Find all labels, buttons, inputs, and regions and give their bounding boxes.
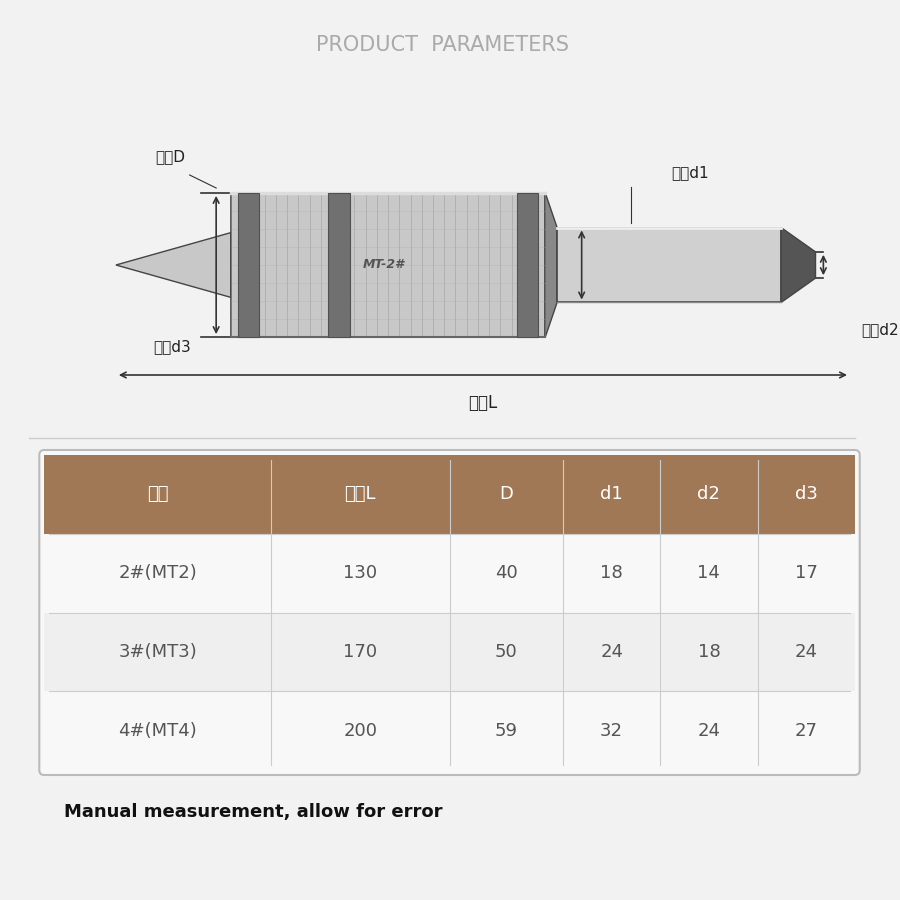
- Text: 直径d3: 直径d3: [153, 339, 191, 355]
- Bar: [231, 193, 545, 337]
- Text: Manual measurement, allow for error: Manual measurement, allow for error: [64, 803, 443, 821]
- Text: 18: 18: [698, 643, 720, 661]
- Text: MT-2#: MT-2#: [363, 258, 404, 272]
- Text: 24: 24: [698, 722, 720, 740]
- Text: 32: 32: [600, 722, 623, 740]
- Text: d3: d3: [795, 485, 817, 503]
- Text: 4#(MT4): 4#(MT4): [118, 722, 197, 740]
- Text: D: D: [500, 485, 513, 503]
- Text: 直径d1: 直径d1: [670, 166, 708, 181]
- Text: 规格: 规格: [147, 485, 168, 503]
- Text: 17: 17: [795, 564, 817, 582]
- Text: d2: d2: [698, 485, 720, 503]
- Polygon shape: [116, 232, 231, 297]
- Bar: [517, 193, 538, 337]
- Bar: [44, 534, 855, 613]
- Text: 18: 18: [600, 564, 623, 582]
- Text: 27: 27: [795, 722, 818, 740]
- Text: 24: 24: [600, 643, 623, 661]
- Text: 40: 40: [495, 564, 518, 582]
- Text: 14: 14: [698, 564, 720, 582]
- FancyBboxPatch shape: [40, 450, 860, 775]
- Text: PRODUCT  PARAMETERS: PRODUCT PARAMETERS: [316, 35, 569, 55]
- Text: 直径d2: 直径d2: [861, 322, 899, 338]
- Text: 长度L: 长度L: [468, 394, 498, 412]
- Text: 50: 50: [495, 643, 518, 661]
- Bar: [238, 193, 259, 337]
- Polygon shape: [545, 193, 557, 337]
- Bar: [44, 691, 855, 770]
- Text: 2#(MT2): 2#(MT2): [118, 564, 197, 582]
- Bar: [328, 193, 350, 337]
- Text: 3#(MT3): 3#(MT3): [118, 643, 197, 661]
- Polygon shape: [781, 228, 815, 302]
- Bar: [557, 228, 781, 302]
- Text: 130: 130: [343, 564, 377, 582]
- Bar: [44, 455, 855, 534]
- Text: 直径D: 直径D: [155, 149, 185, 165]
- Text: 170: 170: [343, 643, 377, 661]
- Text: 24: 24: [795, 643, 818, 661]
- Text: 200: 200: [343, 722, 377, 740]
- Text: 长度L: 长度L: [345, 485, 376, 503]
- Text: 59: 59: [495, 722, 518, 740]
- Text: d1: d1: [600, 485, 623, 503]
- Bar: [44, 613, 855, 691]
